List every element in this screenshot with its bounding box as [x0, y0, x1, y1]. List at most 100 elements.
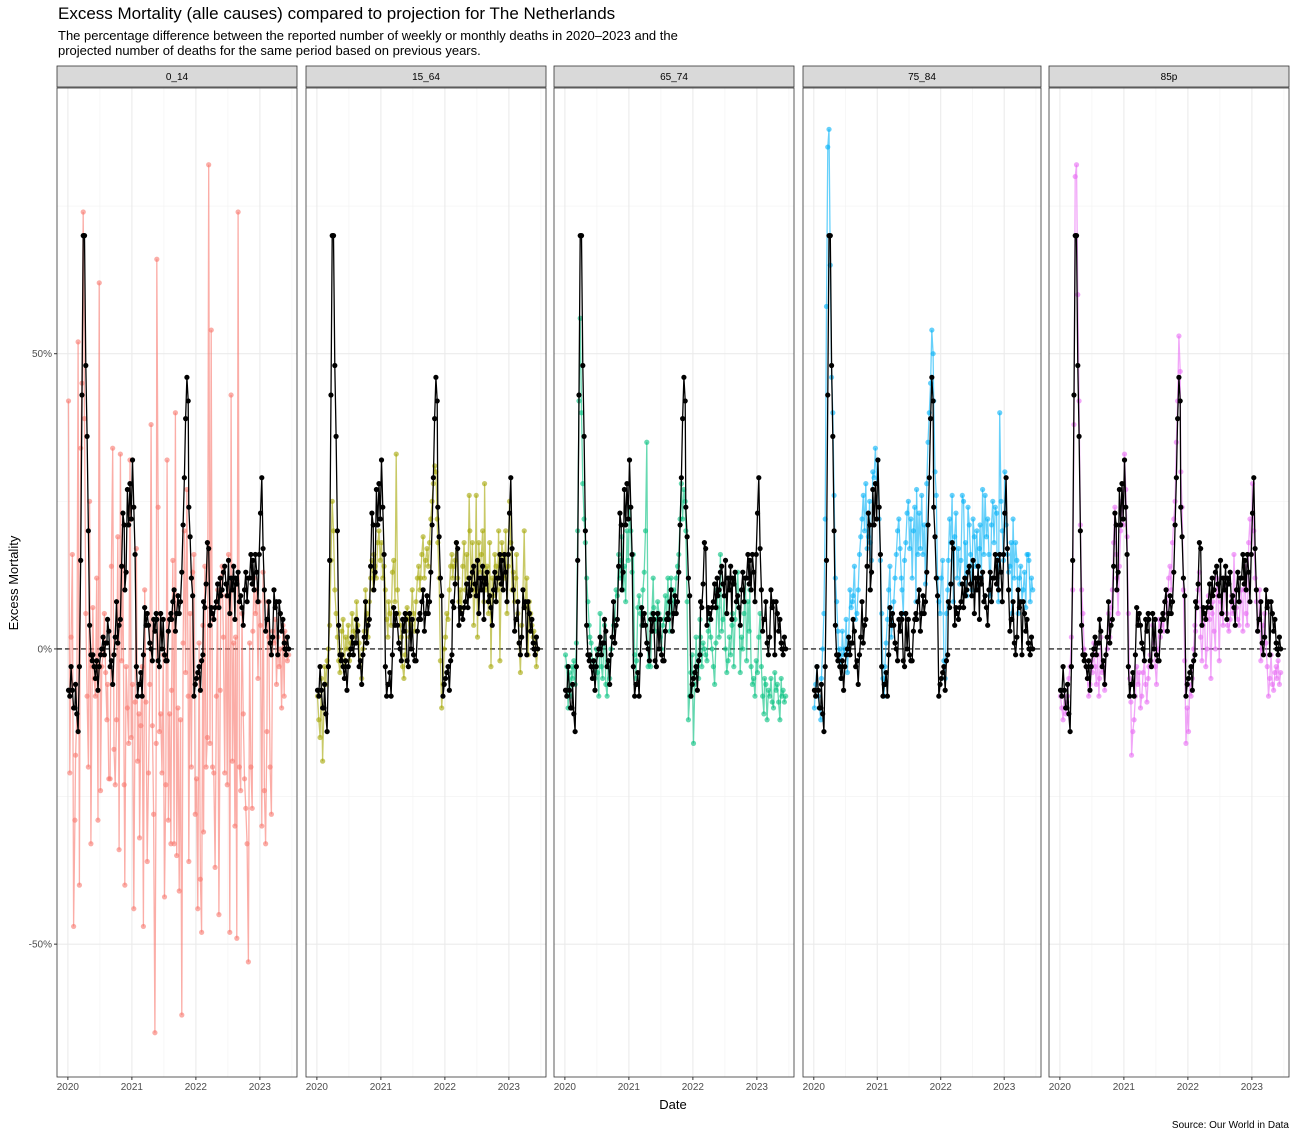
point	[1020, 587, 1026, 593]
point	[858, 634, 864, 640]
strip	[553, 65, 795, 88]
point	[163, 782, 169, 788]
point	[110, 681, 116, 687]
point	[764, 640, 770, 646]
point	[344, 687, 350, 693]
point	[1028, 575, 1035, 581]
point	[421, 628, 427, 634]
point	[700, 581, 706, 587]
point	[380, 504, 386, 510]
point	[1086, 693, 1092, 699]
point	[394, 622, 401, 628]
point	[392, 599, 398, 605]
point	[1210, 593, 1216, 599]
point	[1115, 569, 1121, 575]
point	[505, 551, 511, 558]
point	[334, 528, 340, 534]
point	[1023, 628, 1029, 634]
point	[920, 551, 926, 558]
point	[613, 587, 619, 593]
point	[196, 664, 202, 670]
point	[737, 669, 743, 676]
point	[467, 528, 473, 534]
point	[982, 492, 988, 499]
point	[1182, 593, 1188, 599]
point	[176, 610, 182, 617]
point	[143, 699, 149, 705]
point	[1059, 693, 1065, 699]
point	[898, 610, 904, 617]
point	[1183, 693, 1189, 699]
point	[633, 681, 640, 687]
point	[362, 599, 369, 605]
point	[1173, 475, 1179, 481]
x-tick-label: 2023	[498, 1082, 521, 1093]
point	[605, 658, 612, 664]
point	[275, 652, 281, 658]
point	[227, 610, 233, 617]
point	[724, 669, 730, 676]
point	[202, 604, 208, 611]
point	[639, 604, 645, 611]
point	[349, 634, 355, 640]
point	[672, 593, 678, 599]
point	[80, 209, 86, 215]
point	[1239, 575, 1245, 581]
point	[678, 475, 684, 481]
point	[726, 634, 732, 640]
point	[345, 664, 351, 670]
point	[1236, 622, 1242, 628]
point	[907, 652, 913, 658]
point	[171, 587, 177, 593]
point	[1021, 610, 1028, 617]
point	[509, 545, 515, 552]
point	[945, 557, 951, 563]
point	[757, 545, 763, 552]
point	[966, 522, 972, 528]
point	[177, 717, 184, 723]
point	[432, 463, 438, 469]
point	[191, 551, 197, 558]
point	[1059, 705, 1065, 711]
point	[535, 646, 541, 652]
point	[1071, 392, 1077, 398]
point	[187, 610, 193, 617]
point	[778, 675, 784, 682]
point	[921, 522, 927, 528]
point	[844, 646, 851, 652]
point	[883, 640, 889, 646]
point	[950, 545, 957, 552]
point	[1084, 675, 1090, 682]
point	[69, 551, 75, 558]
point	[953, 510, 959, 516]
point	[1099, 664, 1105, 670]
point	[625, 557, 631, 563]
x-tick-label: 2020	[1049, 1082, 1072, 1093]
panel-background	[306, 88, 546, 1077]
strip	[1048, 65, 1290, 88]
point	[1131, 693, 1137, 699]
point	[407, 610, 413, 617]
point	[267, 640, 273, 646]
point	[914, 486, 920, 493]
point	[722, 646, 729, 652]
point	[79, 392, 85, 398]
point	[1015, 587, 1021, 593]
point	[1027, 599, 1033, 605]
point	[769, 699, 775, 705]
point	[281, 640, 287, 646]
point	[701, 646, 708, 652]
point	[263, 841, 269, 847]
point	[471, 563, 477, 569]
point	[847, 587, 853, 593]
point	[957, 604, 963, 611]
point	[980, 569, 986, 575]
point	[243, 805, 249, 811]
point	[405, 664, 411, 670]
point	[330, 528, 337, 534]
point	[231, 563, 237, 569]
point	[1187, 669, 1193, 676]
point	[121, 782, 127, 788]
point	[500, 587, 506, 593]
